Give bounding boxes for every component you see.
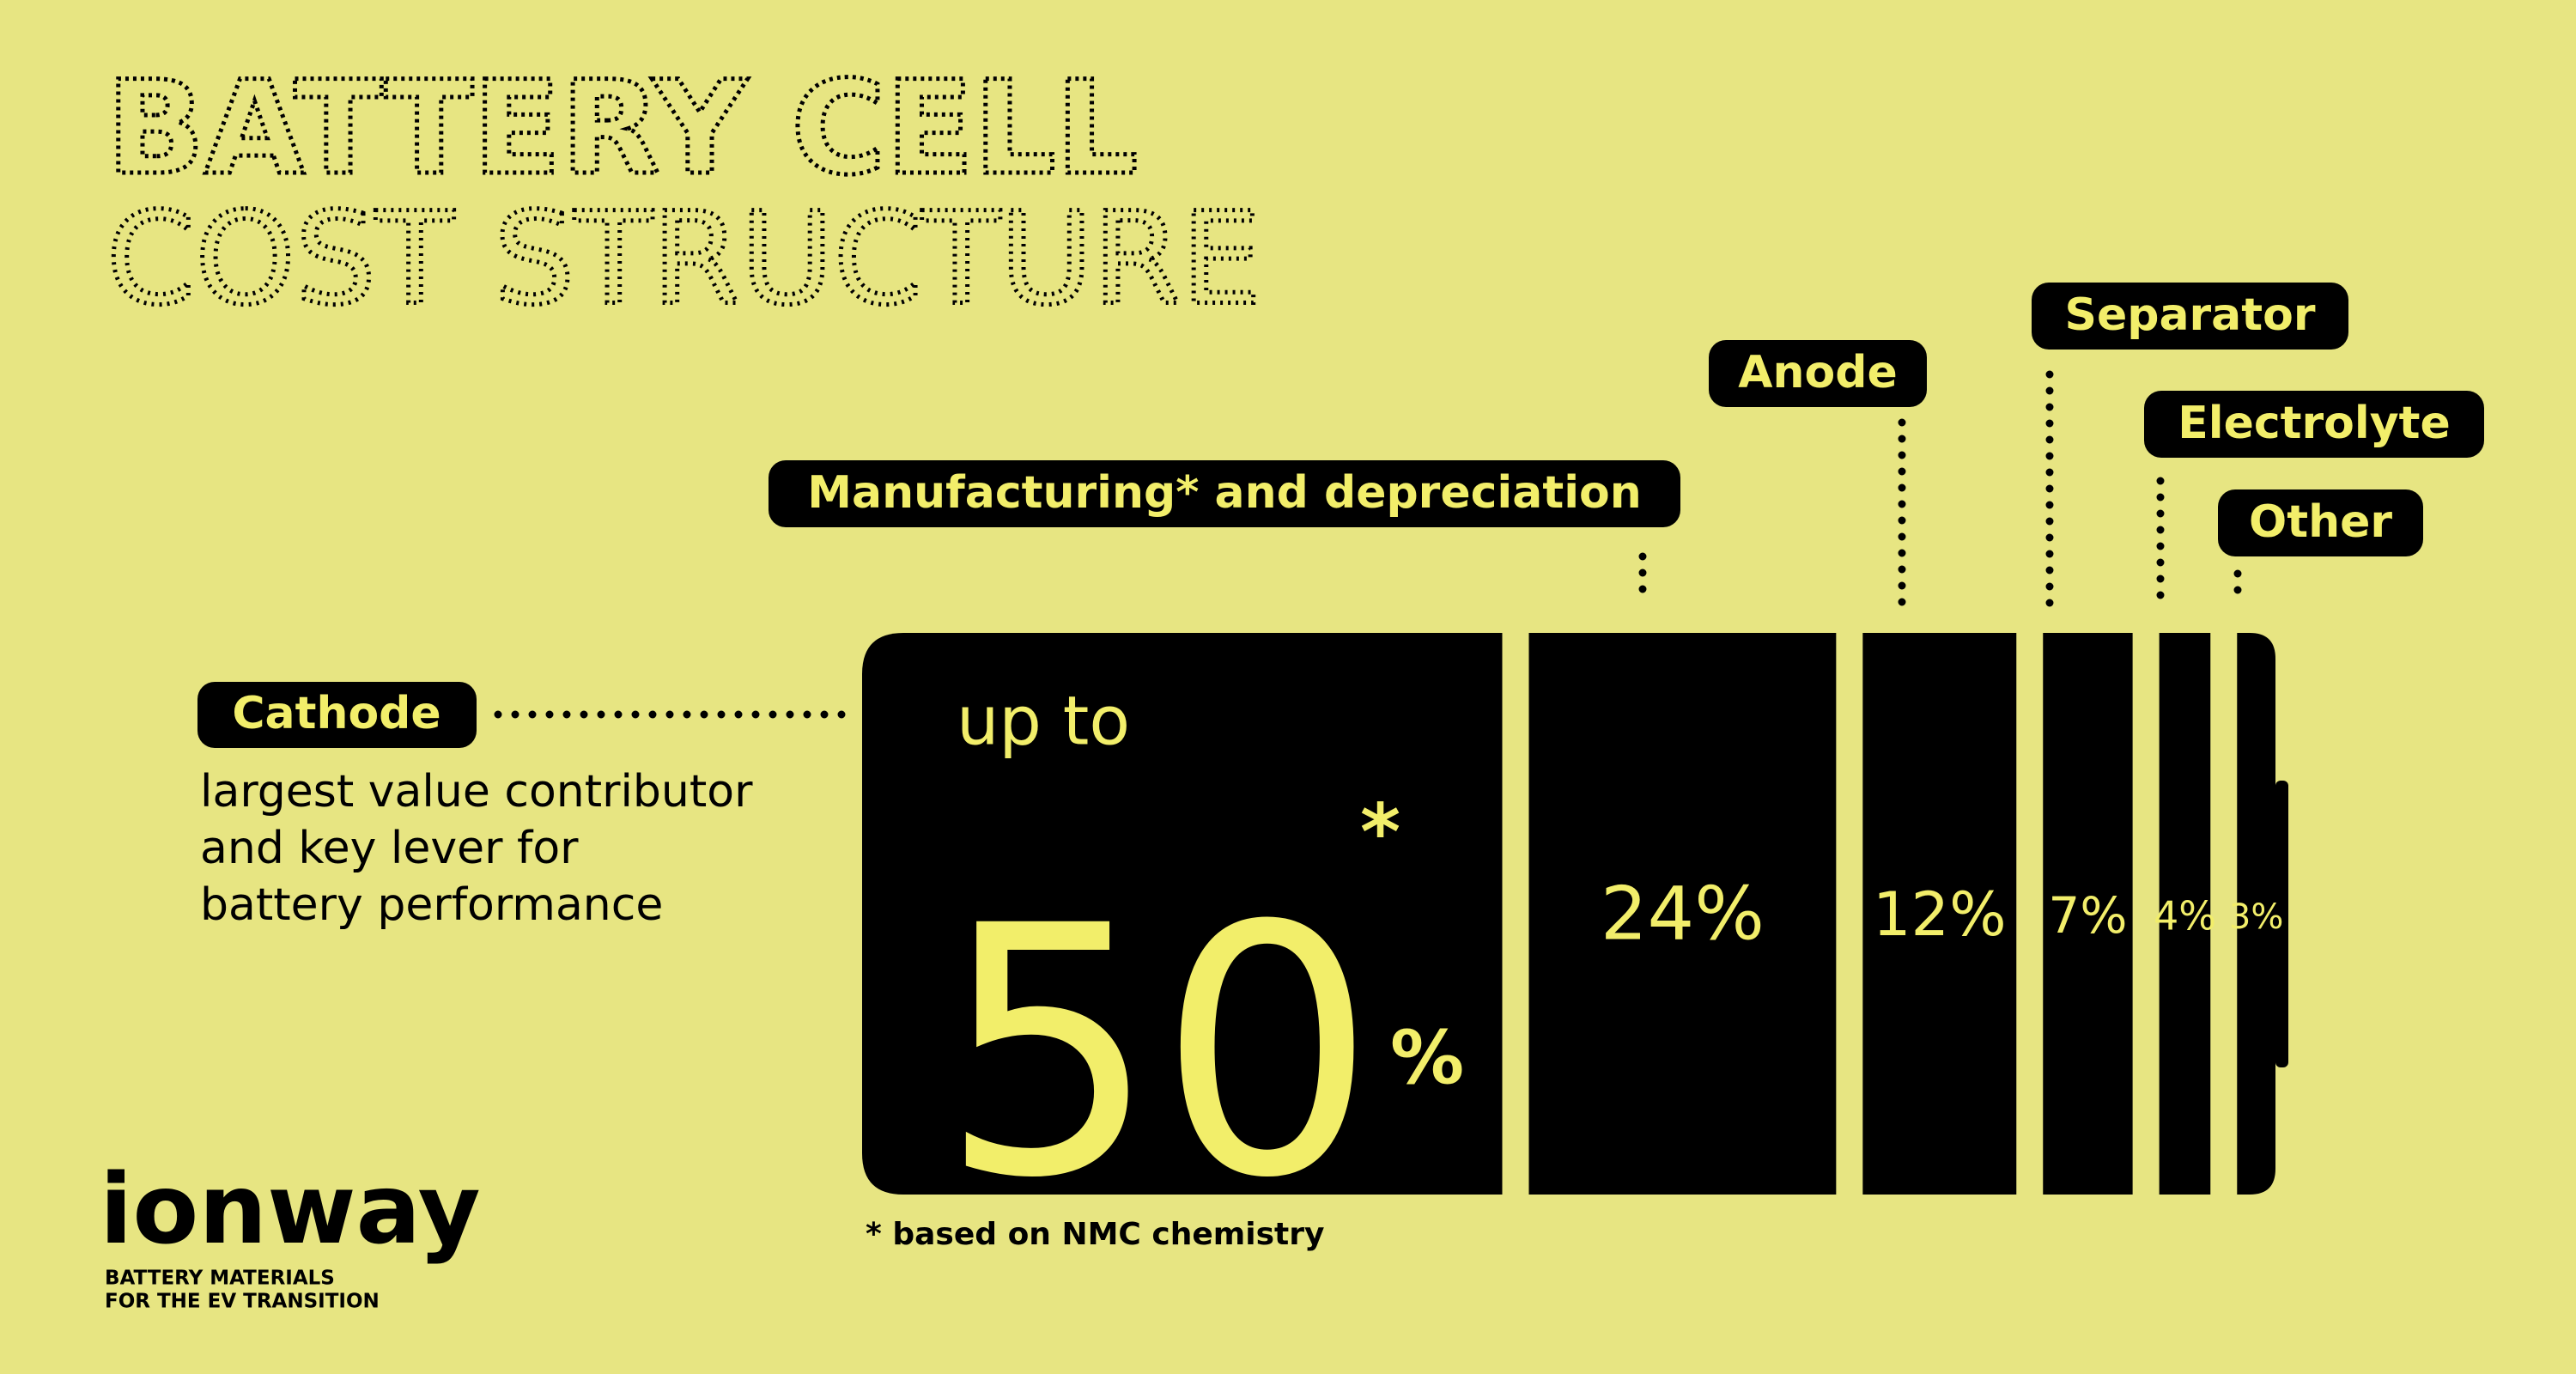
battery-segment [2237, 633, 2275, 1195]
category-pill [2144, 391, 2484, 458]
battery-segment [2159, 633, 2211, 1195]
category-label: Other [2249, 496, 2392, 548]
battery-segment [1528, 633, 1837, 1195]
value-label: 4% [2154, 893, 2216, 939]
category-label: Separator [2065, 289, 2316, 341]
category-note: battery performance [200, 879, 663, 931]
category-label: Manufacturing* and depreciation [807, 467, 1642, 519]
battery-segment [2043, 633, 2133, 1195]
category-pill [1709, 340, 1927, 407]
category-pill [197, 682, 477, 748]
footnote: * based on NMC chemistry [866, 1217, 1324, 1252]
category-pill [2218, 489, 2423, 556]
category-note: and key lever for [200, 823, 579, 874]
value-label: 50 [939, 854, 1376, 1253]
battery-segment [862, 633, 1503, 1195]
category-pill [769, 460, 1680, 527]
category-label: Anode [1738, 347, 1897, 398]
value-prefix: up to [957, 683, 1130, 760]
battery-nub [2275, 781, 2288, 1067]
logo-tagline: FOR THE EV TRANSITION [105, 1291, 380, 1313]
category-label: Cathode [232, 688, 440, 739]
value-label: 7% [2048, 886, 2127, 945]
category-pill [2032, 283, 2348, 350]
logo-tagline: BATTERY MATERIALS [105, 1268, 335, 1290]
title-line-2: COST STRUCTURE [106, 185, 1261, 333]
battery-segment [1862, 633, 2017, 1195]
value-label: 12% [1873, 879, 2007, 950]
value-unit: % [1390, 1015, 1464, 1101]
value-label: 3% [2229, 897, 2283, 937]
title-line-1: BATTERY CELL [106, 54, 1138, 204]
value-asterisk: * [1360, 787, 1400, 878]
value-label: 24% [1601, 871, 1765, 957]
logo: ionway [100, 1154, 481, 1266]
category-note: largest value contributor [200, 766, 753, 818]
category-label: Electrolyte [2178, 398, 2451, 449]
